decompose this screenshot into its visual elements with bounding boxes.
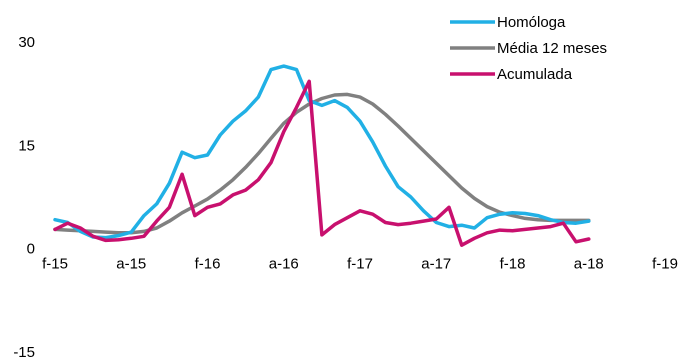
x-axis: f-15 a-15 f-16 a-16 f-17 a-17 f-18 a-18 f-19 [42, 256, 678, 273]
x-tick-label: f-16 [195, 256, 221, 273]
legend-label: Homóloga [497, 14, 566, 31]
x-tick-label: a-17 [421, 256, 451, 273]
x-tick-label: f-19 [652, 256, 678, 273]
legend-label: Acumulada [497, 66, 573, 83]
series-line-1 [53, 92, 591, 235]
x-tick-label: a-18 [574, 256, 604, 273]
x-tick-label: f-18 [500, 256, 526, 273]
x-tick-label: a-16 [269, 256, 299, 273]
y-tick-label: 15 [18, 137, 35, 154]
series-line-0 [53, 64, 591, 240]
x-tick-label: a-15 [116, 256, 146, 273]
y-tick-label: 0 [27, 241, 35, 258]
legend-label: Média 12 meses [497, 40, 607, 57]
series-line-2 [53, 79, 591, 247]
y-tick-label: 30 [18, 34, 35, 51]
x-tick-label: f-15 [42, 256, 68, 273]
legend: Homóloga Média 12 meses Acumulada [450, 14, 607, 83]
series-layer [53, 64, 591, 247]
y-tick-label: -15 [13, 344, 35, 357]
y-axis: 30 15 0 -15 [13, 34, 35, 357]
x-tick-label: f-17 [347, 256, 373, 273]
